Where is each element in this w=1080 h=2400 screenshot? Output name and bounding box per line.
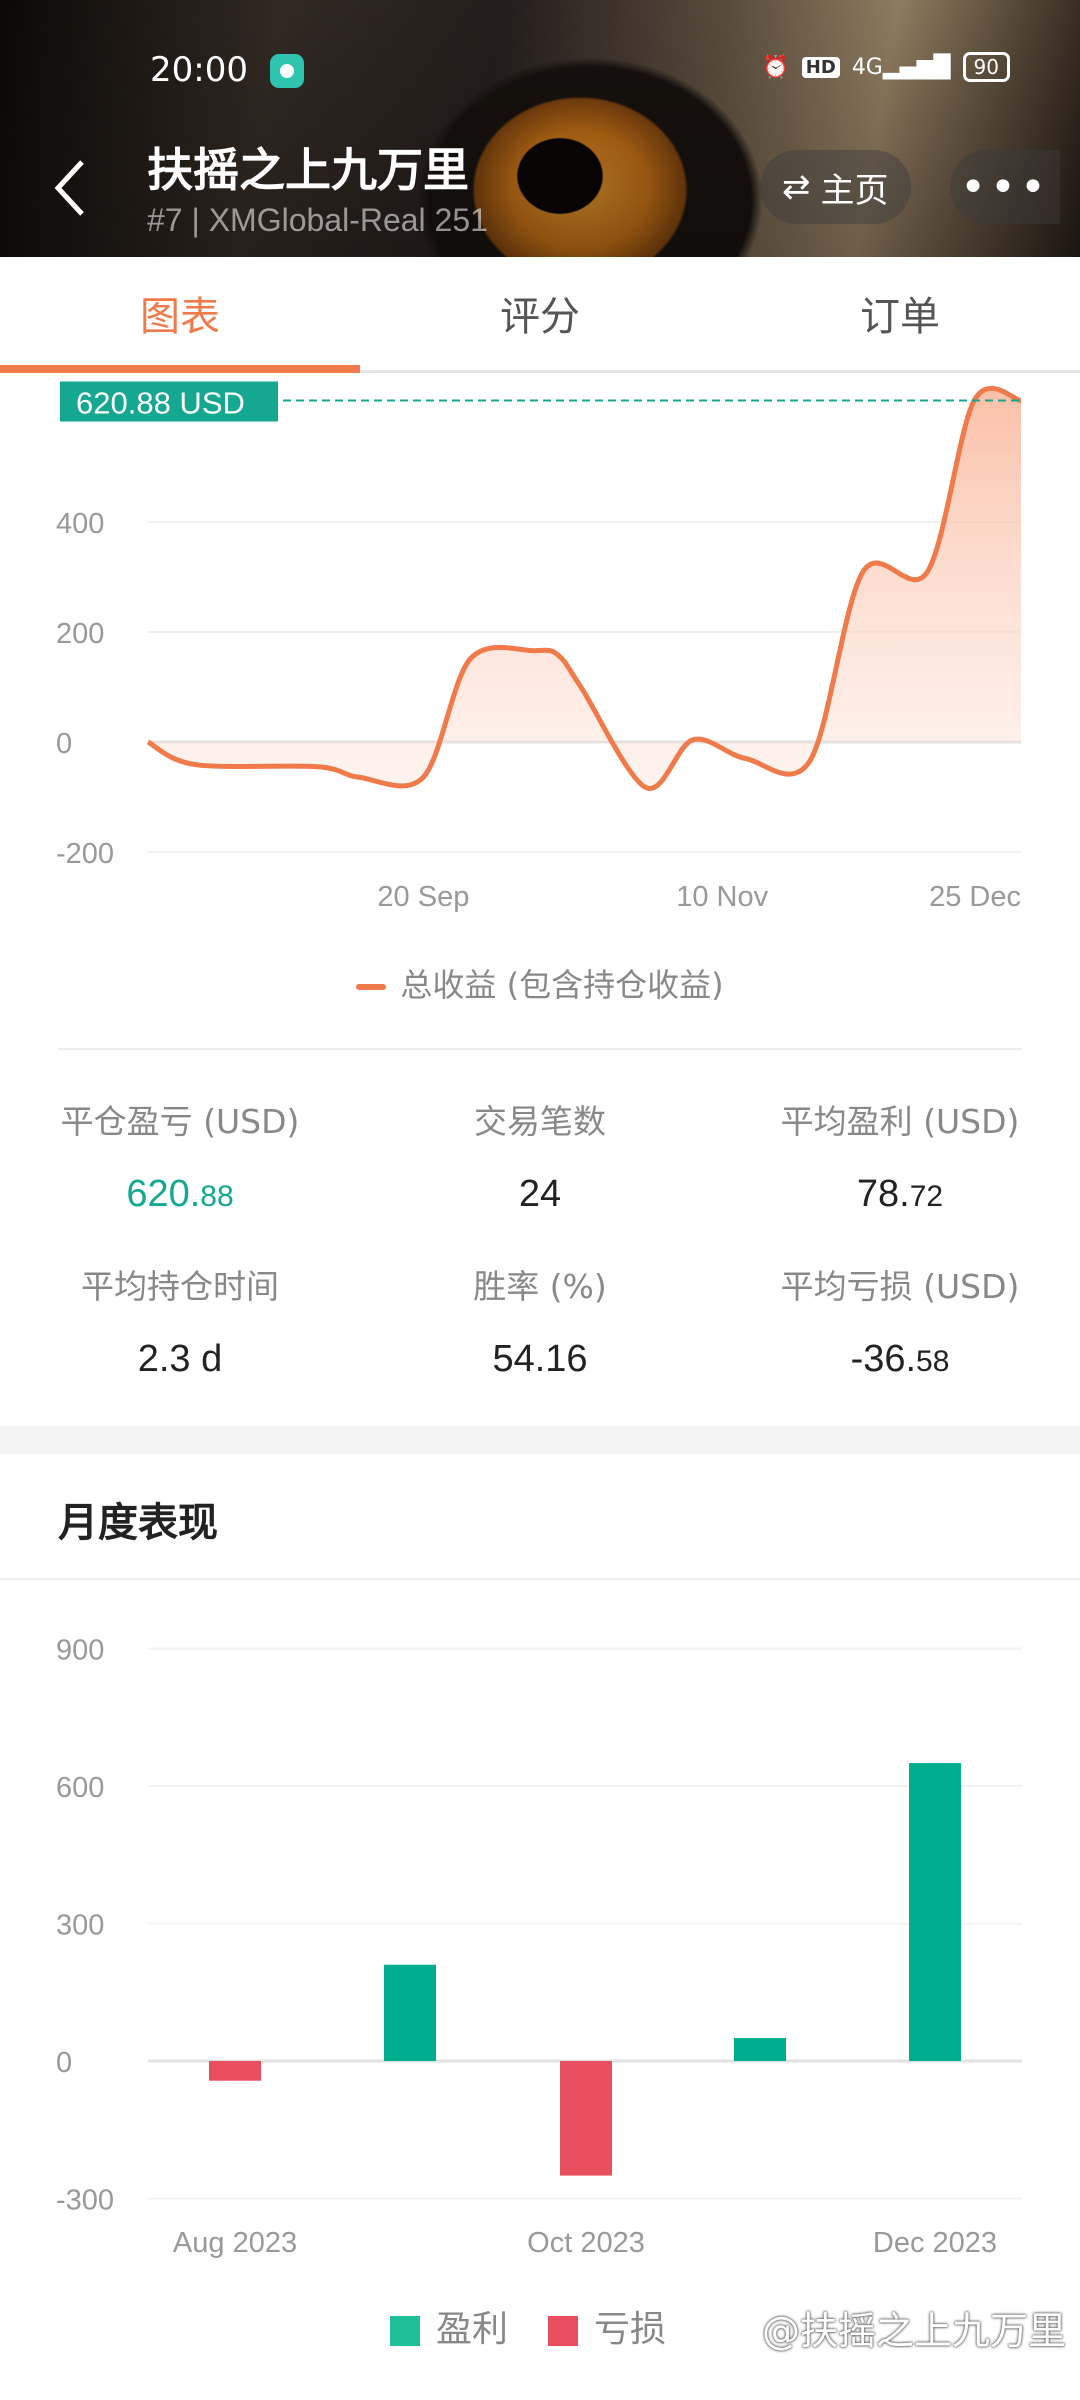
stat-label: 平均亏损 (USD) — [780, 1267, 1020, 1306]
stat-value: 54.16 — [492, 1338, 588, 1380]
monthly-bar-chart: -300 0 300 600 900 Aug 2023 Oct 2023 Dec 2023 — [56, 1635, 1022, 2259]
status-icons: ⏰ HD 4G▂▄▆█ 90 — [762, 52, 1010, 82]
signal-icon: 4G▂▄▆█ — [851, 54, 951, 80]
bar-sep-2023 — [384, 1964, 436, 2061]
account-subtitle: #7 | XMGlobal-Real 251 — [147, 202, 488, 238]
battery-icon: 90 — [962, 52, 1010, 82]
equity-line-chart: -200 0 200 400 620.88 USD 20 Sep 10 Nov 25 Dec — [56, 381, 1022, 913]
y-tick-label: 0 — [56, 728, 72, 760]
stat-item: 胜率 (%) 54.16 — [360, 1260, 720, 1381]
x-tick-label: 25 Dec — [929, 881, 1021, 913]
watermark: @扶摇之上九万里 — [761, 2309, 1066, 2353]
swap-icon: ⇄ — [782, 167, 811, 207]
page-title: 扶摇之上九万里 — [147, 143, 469, 197]
header-background-image — [0, 0, 1080, 257]
stat-item: 平仓盈亏 (USD) 620.88 — [0, 1095, 360, 1216]
stat-item: 交易笔数 24 — [360, 1095, 720, 1216]
bar-legend: 盈利 亏损 — [390, 2300, 666, 2352]
series-line — [146, 385, 1022, 791]
legend-profit-swatch — [390, 2316, 420, 2346]
app-notification-icon — [270, 54, 304, 88]
section-separator — [0, 1426, 1080, 1454]
monthly-title: 月度表现 — [58, 1500, 218, 1546]
y-tick-label: 400 — [56, 508, 104, 540]
y-tick-label: 900 — [56, 1635, 104, 1667]
y-tick-label: 0 — [56, 2047, 72, 2079]
legend-line-swatch — [356, 984, 387, 990]
profile-header: 20:00 ⏰ HD 4G▂▄▆█ 90 扶摇之上九万里 #7 | XMGlob… — [0, 0, 1080, 257]
y-tick-label: -200 — [56, 838, 114, 870]
alarm-icon: ⏰ — [762, 54, 790, 80]
y-tick-label: 300 — [56, 1910, 104, 1942]
bar-aug-2023 — [209, 2061, 261, 2081]
x-tick-label: Aug 2023 — [173, 2227, 297, 2259]
area-fill — [148, 388, 1021, 789]
stat-value: -36.58 — [850, 1338, 950, 1380]
y-tick-label: 200 — [56, 618, 104, 650]
stat-label: 交易笔数 — [474, 1102, 606, 1141]
stat-item: 平均持仓时间 2.3 d — [0, 1260, 360, 1381]
tab-orders[interactable]: 订单 — [860, 294, 940, 340]
x-tick-label: 20 Sep — [377, 881, 469, 913]
stat-label: 胜率 (%) — [473, 1267, 607, 1306]
stat-value: 24 — [518, 1173, 562, 1215]
tab-bar: 图表 评分 订单 — [0, 257, 1080, 373]
bar-oct-2023 — [560, 2061, 612, 2176]
legend-loss-swatch — [548, 2316, 579, 2346]
legend-loss: 亏损 — [548, 2300, 666, 2352]
divider — [0, 1578, 1080, 1580]
current-value-label: 620.88 USD — [76, 386, 245, 421]
bar-dec-2023 — [909, 1763, 961, 2061]
stat-label: 平仓盈亏 (USD) — [60, 1102, 300, 1141]
current-value-badge — [60, 381, 278, 422]
more-button[interactable]: ••• — [950, 150, 1060, 224]
stat-value: 78.72 — [856, 1173, 944, 1215]
x-tick-label: Oct 2023 — [527, 2227, 645, 2259]
stat-item: 平均盈利 (USD) 78.72 — [720, 1095, 1080, 1216]
back-icon[interactable] — [52, 158, 92, 218]
stat-label: 平均盈利 (USD) — [780, 1102, 1020, 1141]
hd-icon: HD — [801, 56, 840, 78]
x-tick-label: 10 Nov — [676, 881, 768, 913]
y-tick-label: -300 — [56, 2185, 114, 2217]
stat-item: 平均亏损 (USD) -36.58 — [720, 1260, 1080, 1381]
tab-score[interactable]: 评分 — [500, 294, 580, 340]
x-tick-label: Dec 2023 — [873, 2227, 997, 2259]
stat-value: 2.3 d — [137, 1338, 223, 1380]
legend-profit: 盈利 — [390, 2300, 508, 2352]
y-tick-label: 600 — [56, 1772, 104, 1804]
status-time: 20:00 — [150, 50, 248, 90]
home-button[interactable]: ⇄ 主页 — [760, 150, 911, 224]
tab-chart[interactable]: 图表 — [0, 257, 360, 373]
divider — [58, 1048, 1022, 1050]
line-legend: 总收益 (包含持仓收益) — [0, 960, 1080, 1006]
stat-value: 620.88 — [126, 1173, 234, 1215]
bar-nov-2023 — [734, 2038, 786, 2061]
stat-label: 平均持仓时间 — [81, 1267, 279, 1306]
